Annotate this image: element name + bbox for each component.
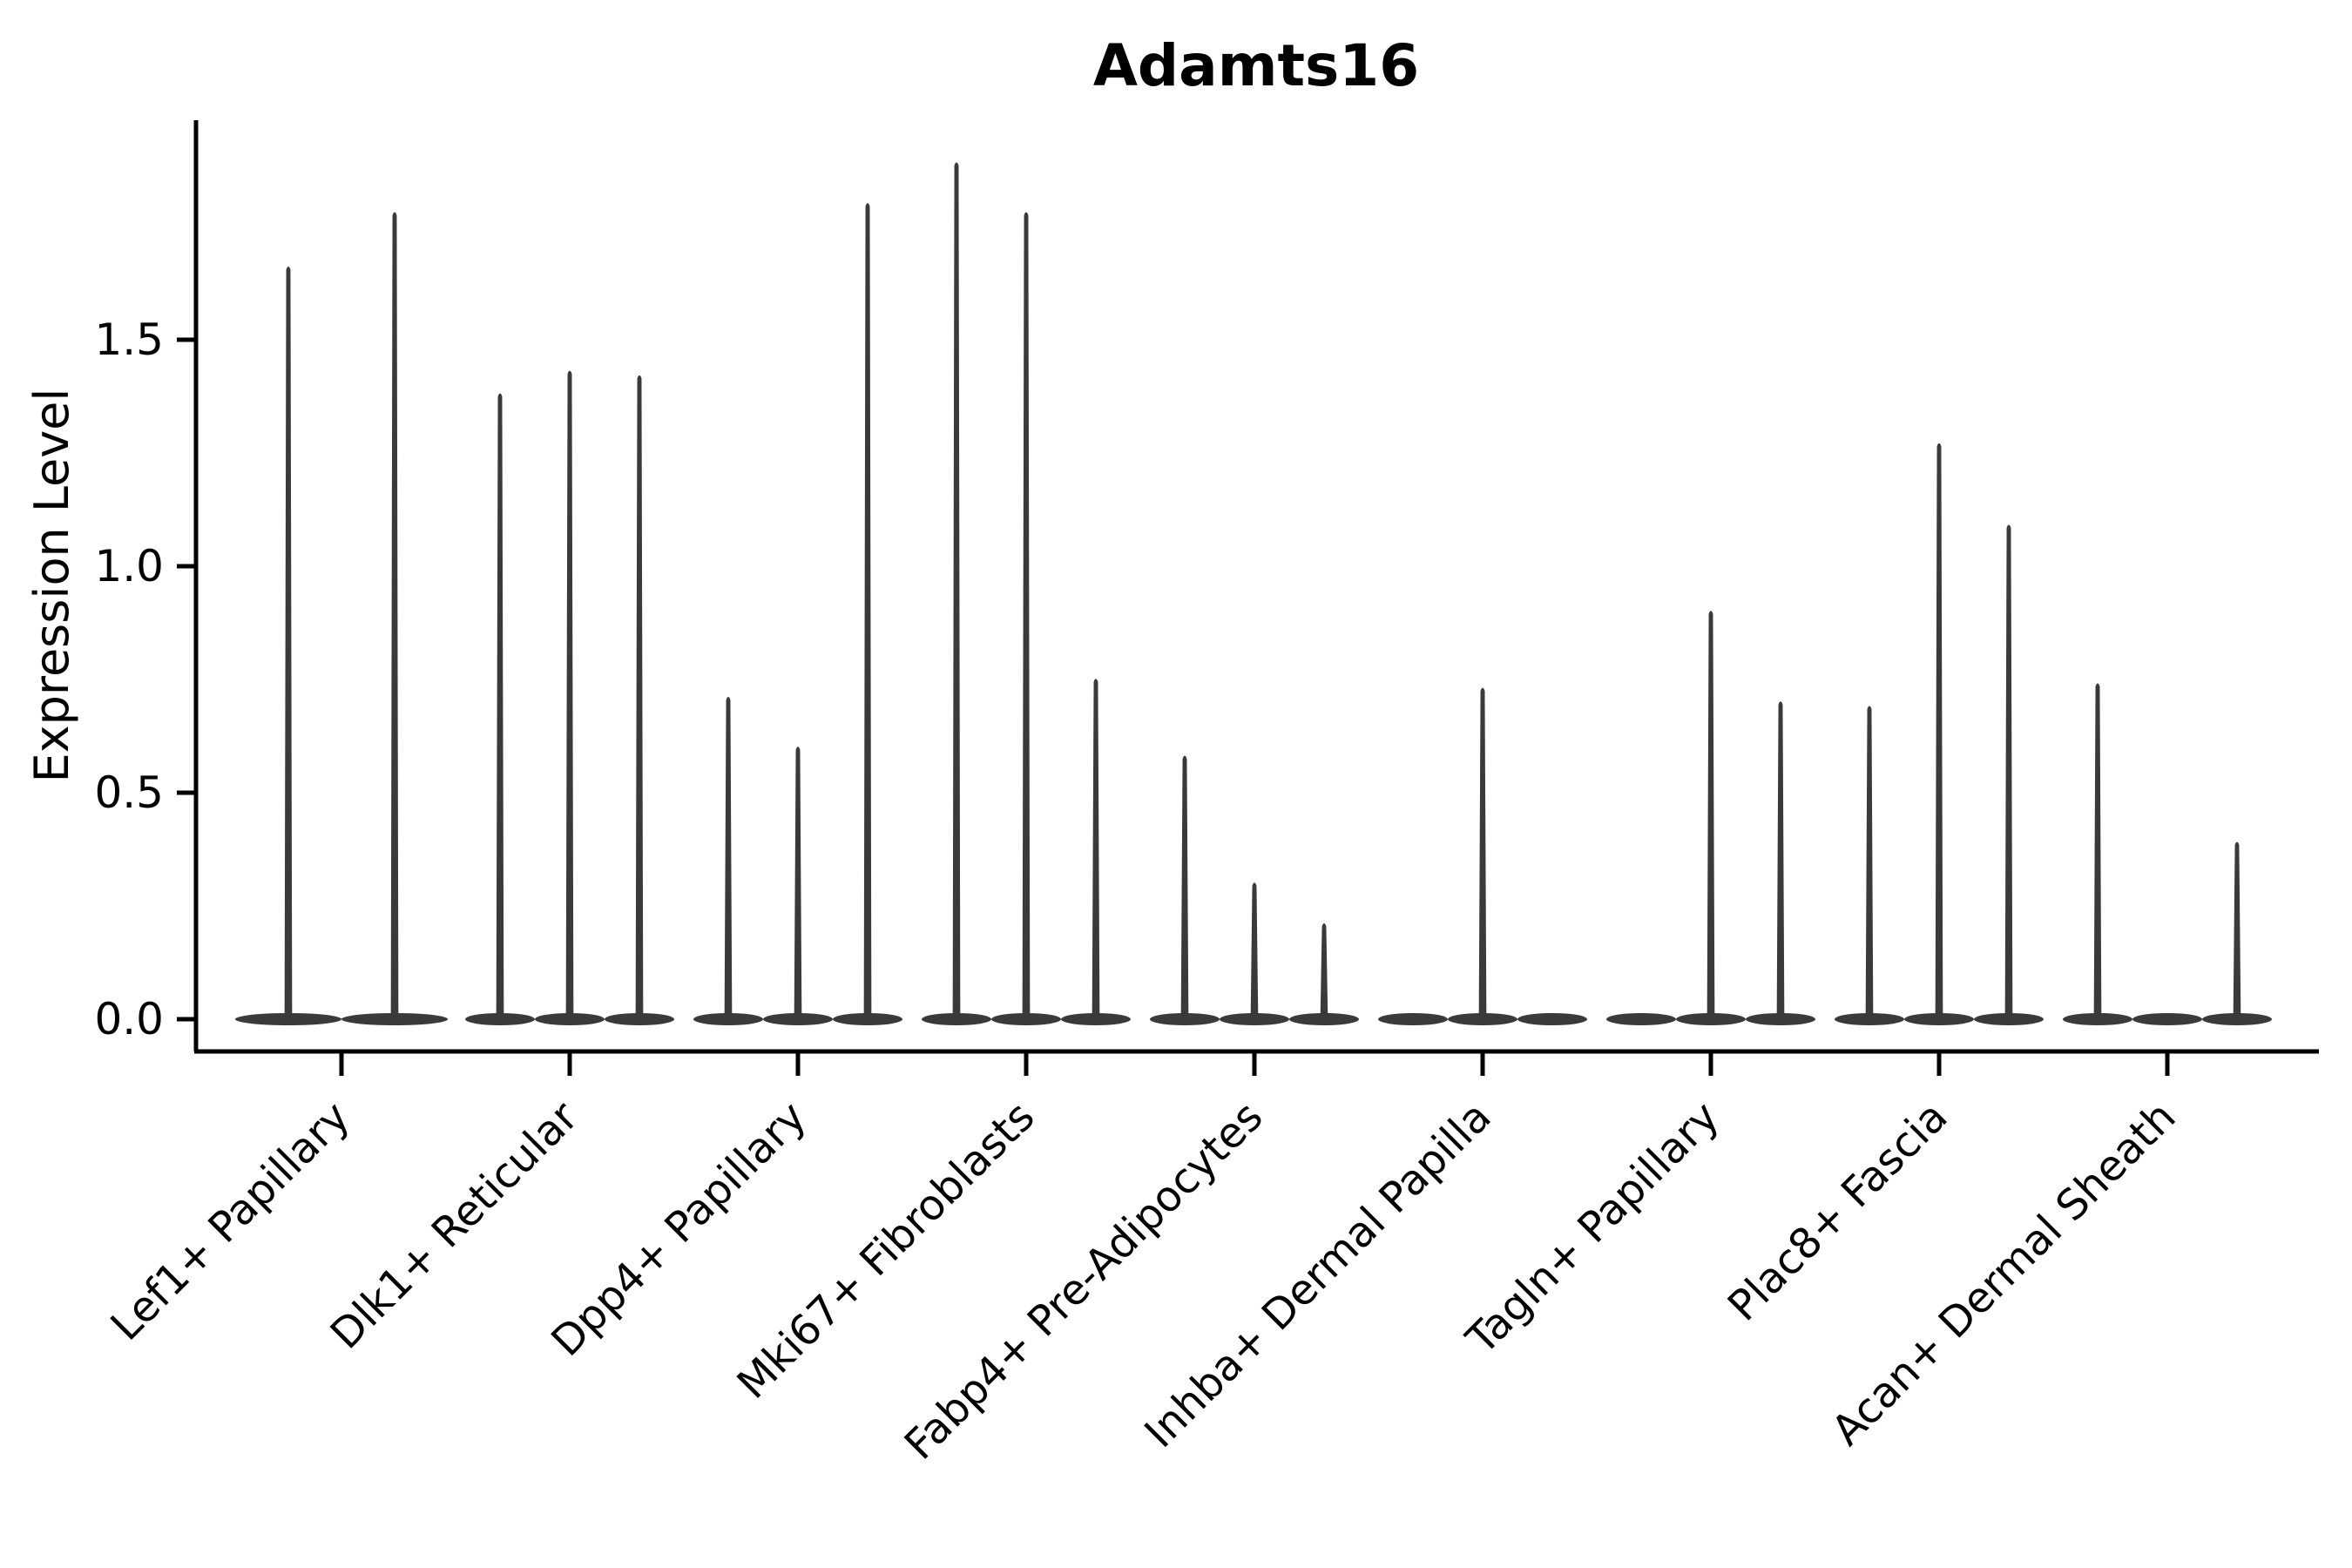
violin-spike	[2093, 683, 2102, 1020]
violin-spike	[952, 162, 961, 1020]
violin-group	[693, 203, 902, 1025]
violin-group	[1835, 443, 2044, 1025]
violin-spike	[390, 212, 399, 1020]
violin-group	[2063, 683, 2272, 1025]
y-tick-label: 1.5	[94, 314, 164, 365]
violin-group	[922, 162, 1131, 1025]
violin-spike	[1022, 212, 1031, 1020]
violin-spike	[1935, 443, 1943, 1020]
violin-spike	[724, 697, 733, 1020]
violin-spike	[2004, 524, 2013, 1020]
y-tick-label: 1.0	[94, 541, 164, 591]
violin-spike	[284, 267, 293, 1020]
violin-base	[1606, 1013, 1676, 1025]
violin-spike	[794, 747, 802, 1020]
violin-spike	[1707, 611, 1715, 1020]
violin-spike	[635, 375, 644, 1020]
y-axis-label: Expression Level	[24, 389, 79, 783]
violin-spike	[2233, 841, 2241, 1020]
violin-group	[465, 370, 674, 1025]
violin-spike	[496, 393, 504, 1020]
violin-spike	[863, 203, 872, 1020]
violin-group	[1606, 611, 1815, 1025]
x-tick-label: Lef1+ Papillary	[102, 1092, 360, 1350]
violin-spike	[1320, 923, 1328, 1020]
violin-base	[1378, 1013, 1448, 1025]
violin-base	[1517, 1013, 1587, 1025]
y-tick-label: 0.5	[94, 767, 164, 818]
chart-title: Adamts16	[1093, 32, 1419, 99]
violin-spike	[1180, 755, 1189, 1020]
x-tick-label: Plac8+ Fascia	[1719, 1092, 1957, 1331]
violin-base	[2132, 1013, 2202, 1025]
x-tick-label: Dlk1+ Reticular	[321, 1092, 588, 1359]
violin-spike	[1478, 687, 1487, 1020]
violin-spike	[1865, 706, 1874, 1020]
violin-spike	[1776, 701, 1785, 1020]
violin-spike	[1250, 882, 1259, 1020]
violin-group	[1150, 755, 1359, 1025]
violin-spike	[565, 370, 574, 1020]
violin-spike	[1092, 679, 1100, 1020]
violin-group	[235, 212, 448, 1025]
x-tick-label: Dpp4+ Papillary	[542, 1092, 815, 1366]
y-tick-label: 0.0	[94, 994, 164, 1044]
violin-group	[1378, 687, 1587, 1025]
x-tick-label: Tagln+ Papillary	[1456, 1092, 1728, 1364]
